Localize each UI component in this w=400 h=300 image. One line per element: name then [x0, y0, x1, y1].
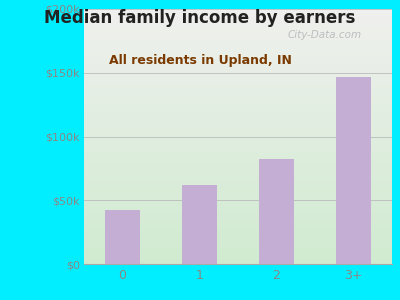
Text: All residents in Upland, IN: All residents in Upland, IN	[108, 54, 292, 67]
Text: Median family income by earners: Median family income by earners	[44, 9, 356, 27]
Bar	[259, 159, 294, 264]
Bar	[105, 211, 140, 264]
Bar	[182, 185, 217, 264]
Text: City-Data.com: City-Data.com	[287, 29, 361, 40]
Bar	[336, 76, 371, 264]
